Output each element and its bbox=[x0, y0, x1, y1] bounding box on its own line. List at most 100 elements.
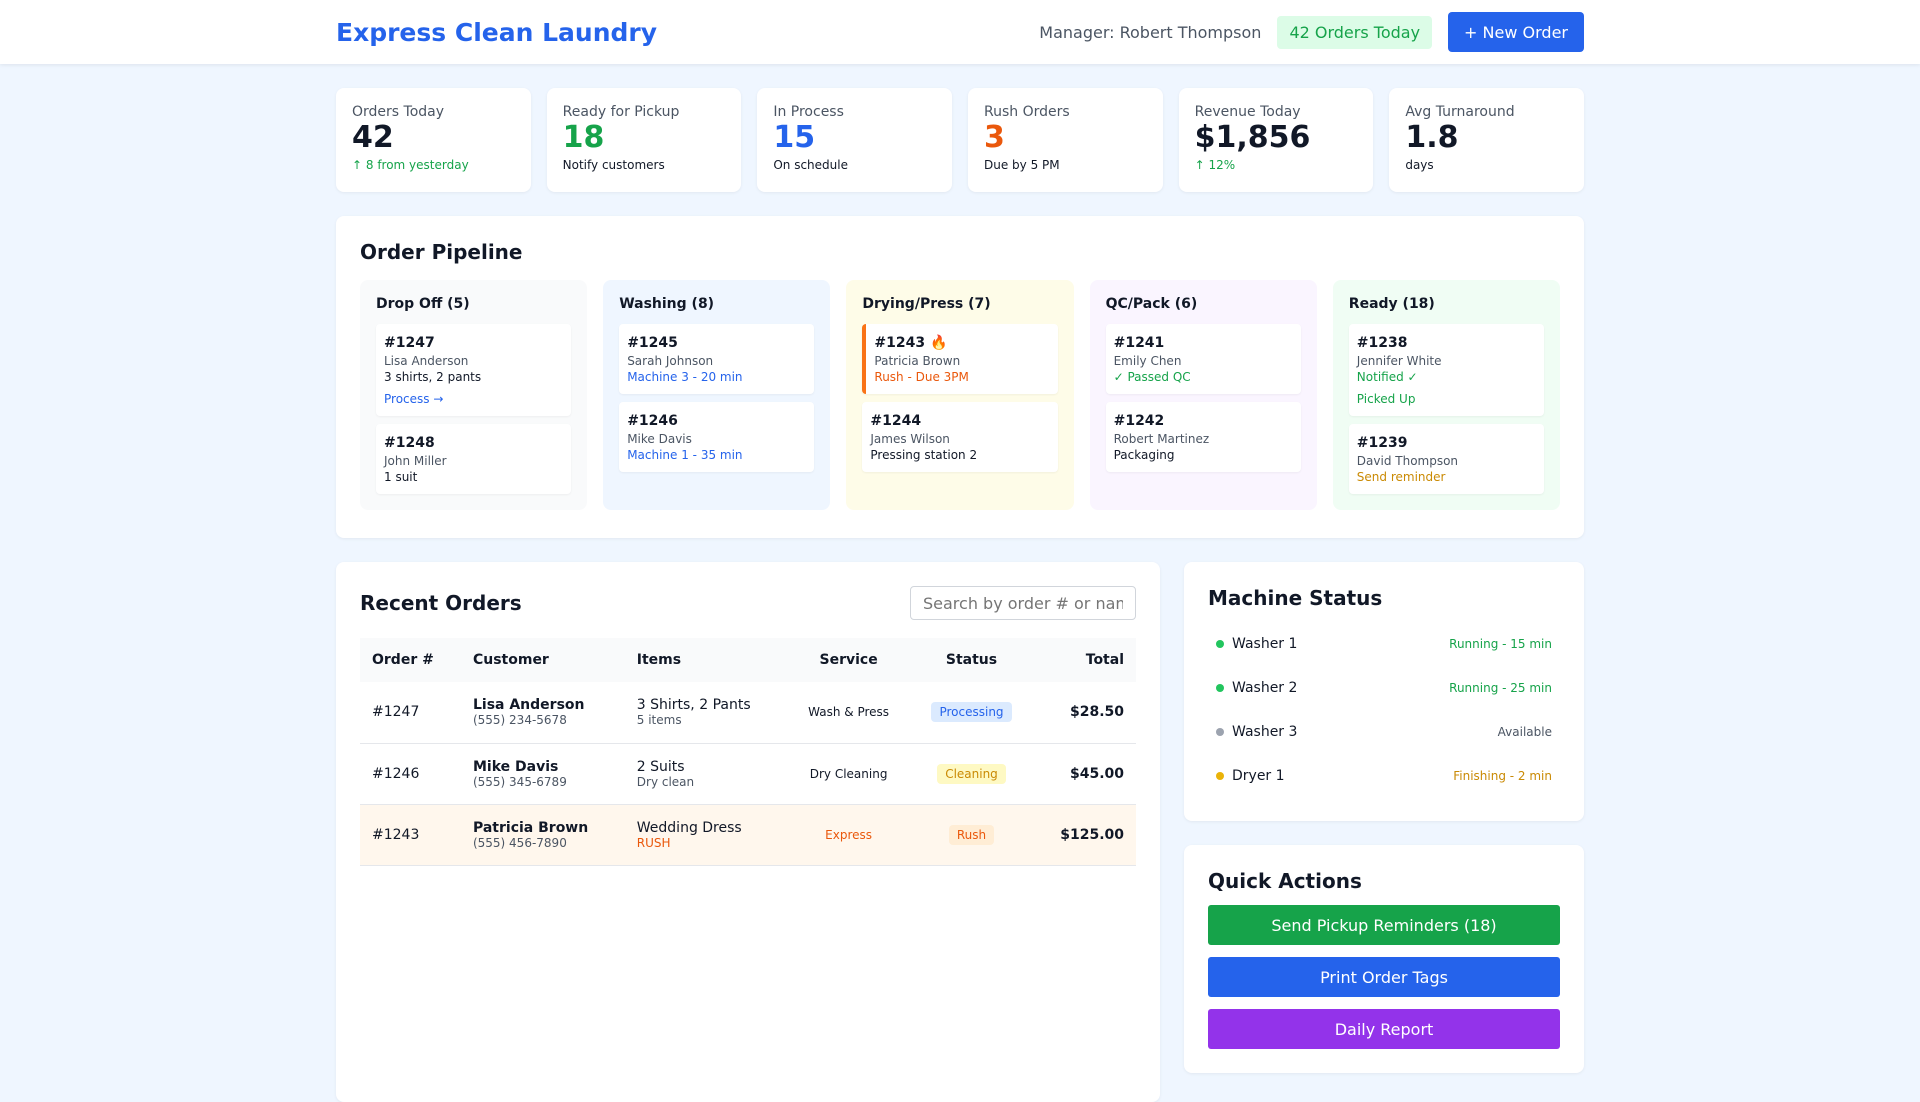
order-id-cell: #1243 bbox=[360, 804, 461, 866]
column-header: Service bbox=[786, 638, 911, 682]
order-search-input[interactable] bbox=[910, 586, 1136, 620]
stat-subtext: Due by 5 PM bbox=[984, 158, 1060, 172]
service: Dry Cleaning bbox=[809, 766, 888, 781]
card-action-link[interactable]: Process → bbox=[384, 392, 444, 406]
status-cell: Rush bbox=[910, 804, 1033, 866]
order-detail: 1 suit bbox=[384, 470, 418, 484]
pipeline-order-card[interactable]: #1243 🔥 Patricia Brown Rush - Due 3PM bbox=[862, 324, 1058, 394]
order-id: #1247 bbox=[384, 335, 435, 351]
pipeline-column-title: Ready (18) bbox=[1348, 296, 1435, 312]
stat-subtext: ↑ 12% bbox=[1194, 158, 1236, 172]
order-id: #1238 bbox=[1356, 335, 1408, 351]
order-id: #1245 bbox=[627, 335, 678, 351]
quick-action-button[interactable]: Send Pickup Reminders (18) bbox=[1208, 905, 1560, 945]
items-cell: 3 Shirts, 2 Pants 5 items bbox=[624, 682, 787, 744]
items: Wedding Dress bbox=[636, 819, 742, 836]
machine-row: Washer 2 Running - 25 min bbox=[1208, 666, 1560, 710]
total-cell: $45.00 bbox=[1032, 743, 1136, 805]
orders-today-badge: 42 Orders Today bbox=[1277, 15, 1433, 49]
table-row[interactable]: #1247 Lisa Anderson (555) 234-5678 3 Shirts… bbox=[360, 682, 1136, 744]
items-sub: Dry clean bbox=[636, 774, 695, 789]
order-detail: Send reminder bbox=[1356, 470, 1446, 484]
quick-action-button[interactable]: Print Order Tags bbox=[1208, 957, 1560, 997]
stat-label: In Process bbox=[773, 104, 844, 120]
pipeline-column-title: Washing (8) bbox=[619, 296, 715, 312]
stat-card: Avg Turnaround 1.8 days bbox=[1389, 88, 1584, 192]
items: 2 Suits bbox=[636, 758, 685, 775]
stat-label: Ready for Pickup bbox=[562, 104, 680, 120]
stat-value: $1,856 bbox=[1194, 120, 1311, 155]
customer-name: Mike Davis bbox=[472, 758, 559, 775]
machine-name: Washer 1 bbox=[1232, 636, 1298, 652]
machine-row: Washer 3 Available bbox=[1208, 710, 1560, 754]
pipeline-order-card[interactable]: #1238 Jennifer White Notified ✓ Picked Up bbox=[1348, 324, 1544, 416]
recent-orders-panel: Recent Orders Order #CustomerItemsServic… bbox=[336, 562, 1160, 1102]
status-badge: Rush bbox=[948, 824, 995, 845]
stats-row: Orders Today 42 ↑ 8 from yesterday Ready fo… bbox=[336, 88, 1584, 192]
stat-subtext: On schedule bbox=[773, 158, 848, 172]
pipeline-title: Order Pipeline bbox=[360, 240, 523, 264]
stat-value: 18 bbox=[562, 120, 605, 155]
pipeline-order-card[interactable]: #1242 Robert Martinez Packaging bbox=[1105, 402, 1301, 472]
customer-name: Lisa Anderson bbox=[384, 354, 469, 368]
order-id: #1241 bbox=[1113, 335, 1165, 351]
order-id: #1246 bbox=[627, 413, 678, 429]
stat-subtext: ↑ 8 from yesterday bbox=[352, 158, 469, 172]
order-detail: Machine 1 - 35 min bbox=[627, 448, 743, 462]
customer-name: Mike Davis bbox=[627, 432, 692, 446]
items-cell: 2 Suits Dry clean bbox=[624, 743, 787, 805]
pipeline-order-card[interactable]: #1246 Mike Davis Machine 1 - 35 min bbox=[619, 402, 815, 472]
customer-cell: Lisa Anderson (555) 234-5678 bbox=[460, 682, 625, 744]
pipeline-column: Drying/Press (7) #1243 🔥 Patricia Brown Rus… bbox=[846, 280, 1074, 510]
stat-label: Avg Turnaround bbox=[1405, 104, 1515, 120]
stat-value: 15 bbox=[773, 120, 816, 155]
quick-actions-title: Quick Actions bbox=[1208, 869, 1362, 893]
order-id: #1239 bbox=[1356, 435, 1408, 451]
order-total: $125.00 bbox=[1060, 826, 1124, 843]
pipeline-order-card[interactable]: #1244 James Wilson Pressing station 2 bbox=[862, 402, 1058, 472]
stat-label: Rush Orders bbox=[984, 104, 1070, 120]
machine-status: Running - 25 min bbox=[1449, 681, 1552, 695]
order-detail: Rush - Due 3PM bbox=[874, 370, 969, 384]
service-cell: Wash & Press bbox=[786, 682, 911, 744]
recent-orders-title: Recent Orders bbox=[360, 591, 522, 615]
order-total: $45.00 bbox=[1069, 765, 1124, 782]
pipeline-order-card[interactable]: #1247 Lisa Anderson 3 shirts, 2 pants Proce… bbox=[376, 324, 572, 416]
status-cell: Processing bbox=[910, 682, 1033, 744]
pipeline-order-card[interactable]: #1245 Sarah Johnson Machine 3 - 20 min bbox=[619, 324, 815, 394]
customer-name: Sarah Johnson bbox=[627, 354, 714, 368]
orders-table: Order # Customer Items Service Status Total #… bbox=[360, 638, 1136, 866]
total-cell: $28.50 bbox=[1032, 682, 1136, 744]
stat-subtext: days bbox=[1405, 158, 1434, 172]
order-id: #1246 bbox=[372, 765, 420, 782]
pipeline-order-card[interactable]: #1241 Emily Chen ✓ Passed QC bbox=[1105, 324, 1301, 394]
machine-name: Washer 3 bbox=[1232, 724, 1298, 740]
customer-phone: (555) 456-7890 bbox=[472, 835, 567, 850]
stat-label: Revenue Today bbox=[1194, 104, 1301, 120]
customer-name: Robert Martinez bbox=[1113, 432, 1210, 446]
pipeline-column-title: QC/Pack (6) bbox=[1105, 296, 1198, 312]
column-header: Order # bbox=[360, 638, 461, 682]
column-header: Customer bbox=[460, 638, 625, 682]
quick-action-button[interactable]: Daily Report bbox=[1208, 1009, 1560, 1049]
order-id: #1242 bbox=[1113, 413, 1165, 429]
items-cell: Wedding Dress RUSH bbox=[624, 804, 787, 866]
pipeline-order-card[interactable]: #1239 David Thompson Send reminder bbox=[1348, 424, 1544, 494]
order-id: #1248 bbox=[384, 435, 435, 451]
table-row[interactable]: #1243 Patricia Brown (555) 456-7890 Wedding… bbox=[360, 804, 1136, 866]
table-row[interactable]: #1246 Mike Davis (555) 345-6789 2 Suits Dry … bbox=[360, 743, 1136, 805]
service: Wash & Press bbox=[808, 705, 890, 720]
machine-row: Dryer 1 Finishing - 2 min bbox=[1208, 754, 1560, 798]
stat-card: Orders Today 42 ↑ 8 from yesterday bbox=[336, 88, 531, 192]
status-dot-icon bbox=[1216, 640, 1224, 648]
customer-name: Patricia Brown bbox=[472, 819, 589, 836]
customer-name: Lisa Anderson bbox=[472, 697, 585, 714]
order-detail: Machine 3 - 20 min bbox=[627, 370, 743, 384]
machine-status: Running - 15 min bbox=[1449, 637, 1552, 651]
order-detail: Packaging bbox=[1113, 448, 1175, 462]
pipeline-order-card[interactable]: #1248 John Miller 1 suit bbox=[376, 424, 572, 494]
service: Express bbox=[825, 827, 873, 842]
stat-value: 3 bbox=[984, 120, 1005, 155]
new-order-button[interactable]: + New Order bbox=[1448, 12, 1584, 52]
card-action-link[interactable]: Picked Up bbox=[1356, 392, 1416, 406]
